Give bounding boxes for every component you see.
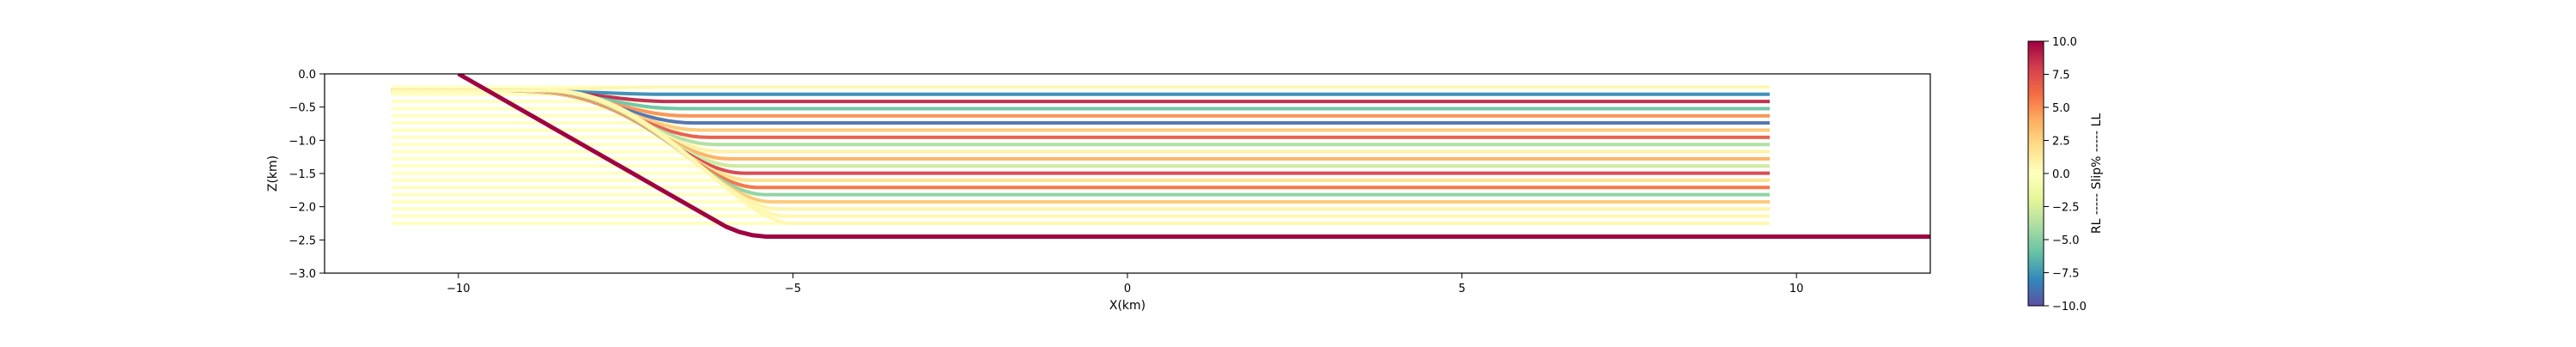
colorbar-ticks: 10.0 7.5 5.0 2.5 0.0 −2.5 −5.0 −7.5 −10.0	[2044, 36, 2087, 314]
colorbar-tick-label: 2.5	[2052, 136, 2070, 149]
layer-lines	[391, 85, 1770, 225]
colorbar-tick-label: −10.0	[2052, 301, 2087, 314]
x-tick-label: 0	[1124, 283, 1131, 295]
colorbar-tick-label: 0.0	[2052, 168, 2070, 181]
colorbar-tick-label: 7.5	[2052, 70, 2070, 82]
colorbar-label: RL ----- Slip% ----- LL	[2090, 113, 2104, 234]
y-tick-label: −2.5	[289, 234, 316, 247]
colorbar-tick-label: 5.0	[2052, 102, 2070, 115]
x-tick-label: 10	[1789, 283, 1804, 295]
y-tick-label: −0.5	[289, 102, 316, 115]
x-tick-label: 5	[1458, 283, 1465, 295]
layer-line	[391, 88, 1770, 225]
fault-line	[457, 74, 1930, 239]
y-tick-label: −2.0	[289, 202, 316, 215]
colorbar-tick-label: 10.0	[2052, 36, 2077, 49]
x-axis-label: X(km)	[1109, 299, 1145, 313]
layer-line	[391, 88, 1770, 96]
y-tick-label: −3.0	[289, 268, 316, 281]
colorbar-tick-label: −5.0	[2052, 234, 2080, 247]
y-tick-label: −1.0	[289, 135, 316, 148]
x-axis-ticks: −10 −5 0 5 10	[447, 273, 1803, 295]
y-axis-ticks: 0.0 −0.5 −1.0 −1.5 −2.0 −2.5 −3.0	[289, 69, 325, 281]
y-axis-label: Z(km)	[266, 155, 280, 192]
layer-line	[391, 85, 1770, 93]
colorbar-tick-label: −7.5	[2052, 268, 2080, 281]
y-tick-label: −1.5	[289, 168, 316, 181]
x-tick-label: −5	[785, 283, 801, 295]
colorbar-tick-label: −2.5	[2052, 202, 2080, 215]
y-tick-label: 0.0	[298, 69, 316, 82]
colorbar	[2027, 40, 2044, 307]
x-tick-label: −10	[447, 283, 470, 295]
